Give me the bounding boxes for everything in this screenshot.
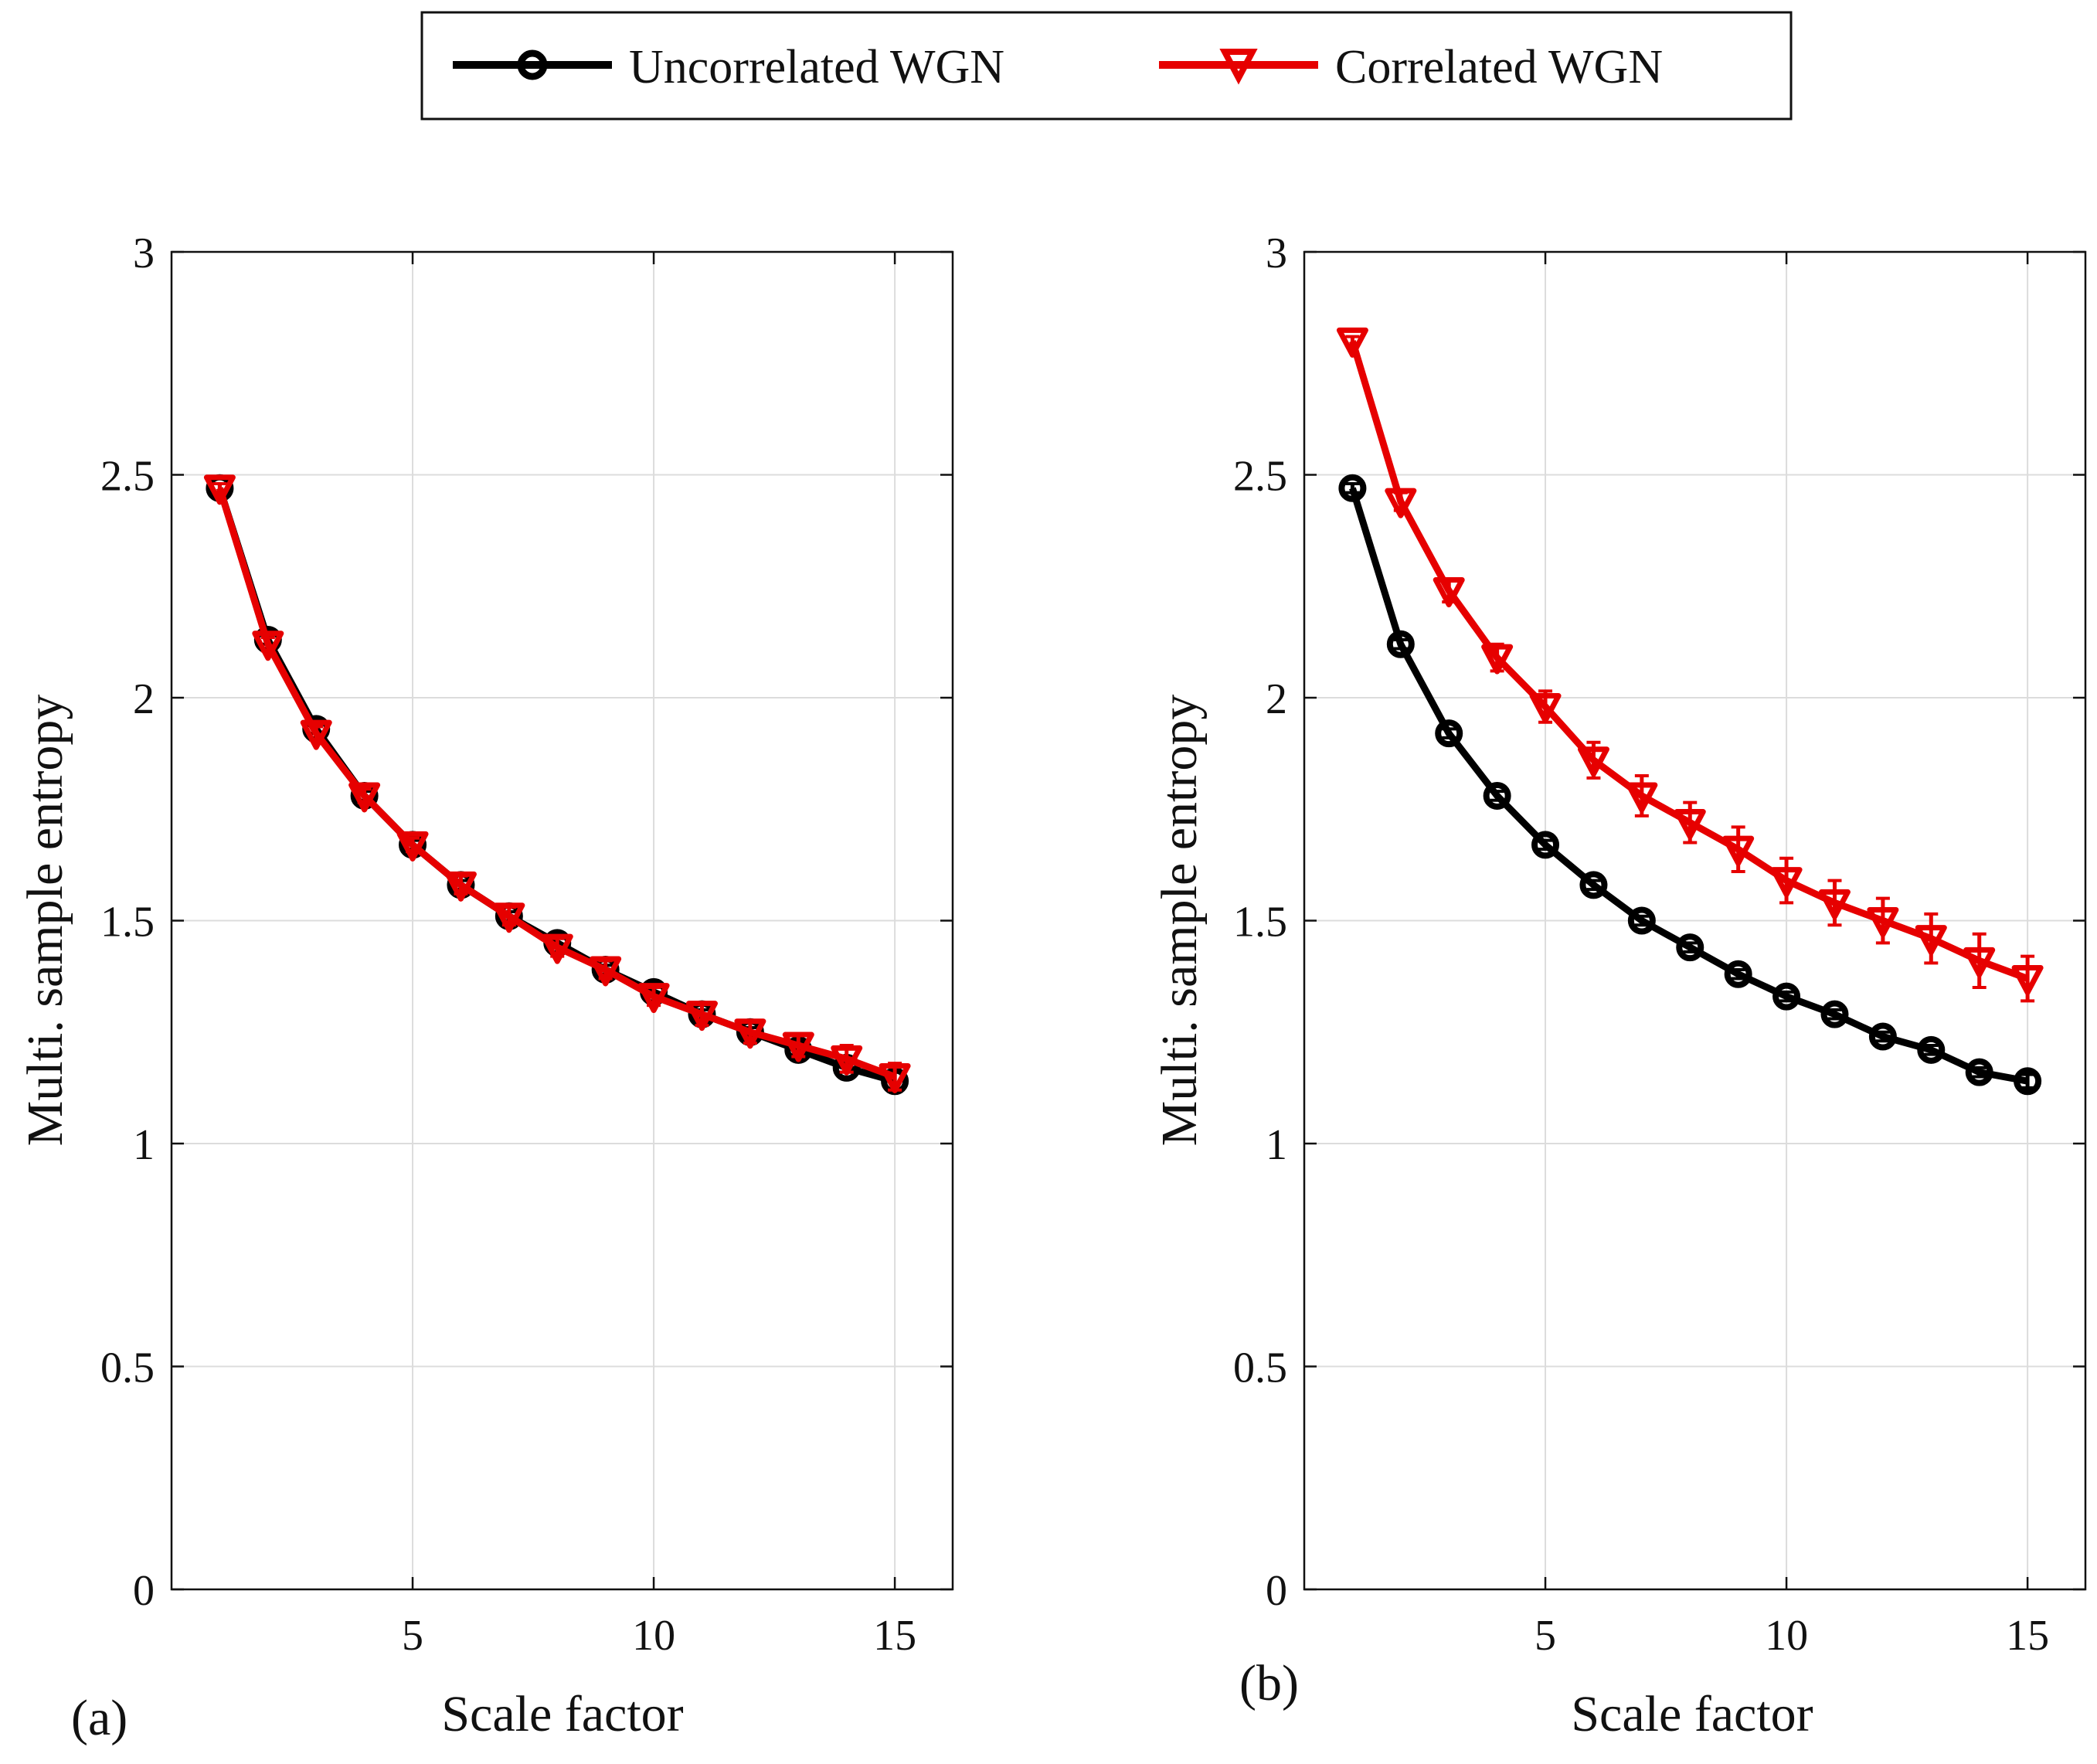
data-point xyxy=(1385,488,1417,518)
ylabel-b: Multi. sample entropy xyxy=(1151,695,1208,1147)
panel-b: 0 0.5 1 1.5 2 2.5 3 5 10 15 Scale factor Multi. s… xyxy=(1151,229,2087,1742)
data-point xyxy=(300,719,332,750)
ytick-label: 2.5 xyxy=(1233,453,1287,501)
data-point xyxy=(879,1062,911,1093)
tick-labels-a: 0 0.5 1 1.5 2 2.5 3 5 10 15 xyxy=(100,229,916,1660)
data-point xyxy=(1724,960,1752,988)
data-point xyxy=(252,630,284,661)
xtick-label: 5 xyxy=(1535,1612,1556,1660)
data-point xyxy=(348,782,381,813)
data-point xyxy=(1868,1022,1897,1051)
data-point xyxy=(2011,965,2044,996)
ytick-label: 2 xyxy=(133,675,155,723)
grid-b xyxy=(1304,252,2085,1589)
panel-a: 0 0.5 1 1.5 2 2.5 3 5 10 15 Scale factor Multi. s… xyxy=(17,229,954,1746)
data-point xyxy=(1963,947,1996,977)
ticks-b xyxy=(1304,250,2085,1591)
data-point xyxy=(1435,719,1463,748)
data-point xyxy=(1676,933,1704,962)
legend-label-uncorrelated: Uncorrelated WGN xyxy=(629,41,1004,93)
data-point xyxy=(1915,925,1947,956)
data-point xyxy=(1626,782,1658,813)
data-point xyxy=(1818,889,1851,919)
data-point xyxy=(1577,746,1609,777)
ytick-label: 2.5 xyxy=(100,453,155,501)
data-point xyxy=(1529,693,1562,724)
data-point xyxy=(1386,630,1415,658)
data-point xyxy=(1433,577,1465,608)
data-point xyxy=(396,831,429,862)
series-correlated-wgn xyxy=(1336,327,2044,1003)
data-point xyxy=(1772,982,1801,1011)
ytick-label: 3 xyxy=(1266,229,1287,277)
data-point xyxy=(1867,907,1899,937)
data-point xyxy=(1770,867,1803,898)
data-point xyxy=(1820,1000,1849,1028)
data-point xyxy=(2014,1067,2042,1096)
data-point xyxy=(734,1018,766,1049)
legend-box xyxy=(420,11,1793,121)
data-point xyxy=(1336,327,1368,358)
ylabel-a: Multi. sample entropy xyxy=(17,695,73,1147)
data-point xyxy=(541,933,573,964)
series-a xyxy=(203,474,911,1096)
xlabel-a: Scale factor xyxy=(441,1686,683,1742)
data-point xyxy=(590,956,622,987)
data-point xyxy=(493,902,525,933)
data-point xyxy=(1481,644,1514,675)
data-point xyxy=(1917,1035,1946,1064)
ytick-label: 1 xyxy=(133,1121,155,1169)
xtick-label: 15 xyxy=(2006,1612,2049,1660)
data-point xyxy=(444,871,477,902)
ytick-label: 0 xyxy=(133,1567,155,1615)
tick-labels-b: 0 0.5 1 1.5 2 2.5 3 5 10 15 xyxy=(1233,229,2049,1660)
legend: Uncorrelated WGN Correlated WGN xyxy=(420,11,1793,121)
data-point xyxy=(1722,835,1755,866)
ytick-label: 0.5 xyxy=(1233,1344,1287,1392)
ytick-label: 0.5 xyxy=(100,1344,155,1392)
series-correlated-wgn xyxy=(203,474,911,1093)
down-triangle-icon xyxy=(1219,49,1258,85)
xlabel-b: Scale factor xyxy=(1571,1686,1813,1742)
ticks-a xyxy=(172,250,953,1591)
data-point xyxy=(1674,809,1706,840)
data-point xyxy=(1579,871,1608,899)
legend-label-correlated: Correlated WGN xyxy=(1335,41,1663,93)
data-point xyxy=(1483,781,1511,810)
data-point xyxy=(637,983,670,1014)
ytick-label: 0 xyxy=(1266,1567,1287,1615)
data-point xyxy=(203,474,236,505)
ytick-label: 2 xyxy=(1266,675,1287,723)
panel-label-a: (a) xyxy=(71,1690,127,1746)
ytick-label: 1.5 xyxy=(100,899,155,947)
data-point xyxy=(831,1045,863,1076)
data-point xyxy=(1965,1058,1993,1086)
data-point xyxy=(1338,474,1367,502)
data-point xyxy=(1531,831,1560,859)
ytick-label: 1.5 xyxy=(1233,899,1287,947)
data-point xyxy=(685,1001,718,1032)
panel-label-b: (b) xyxy=(1239,1655,1299,1711)
circle-icon xyxy=(517,49,548,80)
data-point xyxy=(1627,906,1656,935)
xtick-label: 10 xyxy=(632,1612,675,1660)
xtick-label: 15 xyxy=(873,1612,916,1660)
ytick-label: 1 xyxy=(1266,1121,1287,1169)
data-point xyxy=(782,1032,814,1062)
ytick-label: 3 xyxy=(133,229,155,277)
xtick-label: 10 xyxy=(1765,1612,1808,1660)
series-uncorrelated-wgn xyxy=(1338,474,2042,1096)
series-b xyxy=(1336,327,2044,1096)
xtick-label: 5 xyxy=(402,1612,423,1660)
